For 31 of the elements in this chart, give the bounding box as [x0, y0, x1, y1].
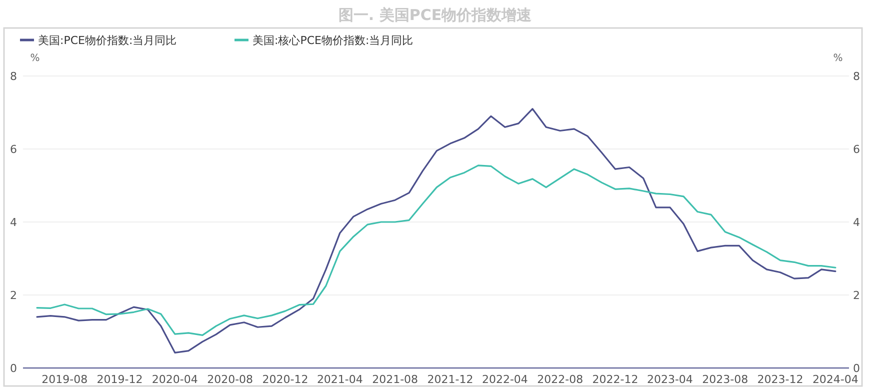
y2-tick-label: 6 — [853, 143, 860, 156]
x-tick-label: 2021-12 — [427, 373, 474, 386]
x-tick-label: 2023-04 — [646, 373, 693, 386]
y-axis-title: % — [30, 53, 40, 64]
y-tick-label: 2 — [10, 289, 17, 302]
line-series — [36, 108, 836, 354]
x-tick-label: 2020-04 — [152, 373, 198, 386]
y2-tick-label: 2 — [853, 289, 860, 302]
x-tick-label: 2021-04 — [316, 373, 363, 386]
legend-label: 美国:核心PCE物价指数:当月同比 — [252, 34, 414, 47]
x-tick-label: 2022-12 — [592, 373, 638, 386]
x-tick-label: 2019-08 — [42, 373, 88, 386]
line-series — [36, 164, 836, 336]
y2-axis-title: % — [833, 53, 843, 64]
x-tick-label: 2023-12 — [757, 373, 804, 386]
x-tick-label: 2022-04 — [482, 373, 528, 386]
y2-tick-label: 0 — [853, 362, 860, 375]
y-tick-label: 6 — [10, 143, 17, 156]
x-tick-label: 2022-08 — [537, 373, 584, 386]
x-tick-label: 2020-12 — [262, 373, 308, 386]
y-tick-label: 0 — [10, 362, 17, 375]
x-tick-label: 2023-08 — [702, 373, 748, 386]
y-tick-label: 4 — [10, 216, 17, 229]
x-tick-label: 2020-08 — [207, 373, 254, 386]
x-tick-label: 2021-08 — [372, 373, 418, 386]
x-tick-label: 2024-04 — [812, 373, 858, 386]
x-tick-label: 2019-12 — [96, 373, 143, 386]
y2-tick-label: 4 — [853, 216, 860, 229]
y-tick-label: 8 — [10, 70, 17, 83]
y2-tick-label: 8 — [853, 70, 860, 83]
legend-label: 美国:PCE物价指数:当月同比 — [38, 34, 177, 47]
